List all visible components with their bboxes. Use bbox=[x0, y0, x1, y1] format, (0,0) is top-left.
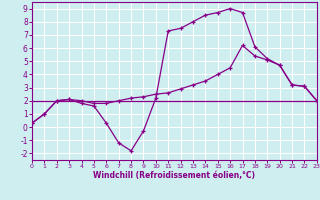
X-axis label: Windchill (Refroidissement éolien,°C): Windchill (Refroidissement éolien,°C) bbox=[93, 171, 255, 180]
